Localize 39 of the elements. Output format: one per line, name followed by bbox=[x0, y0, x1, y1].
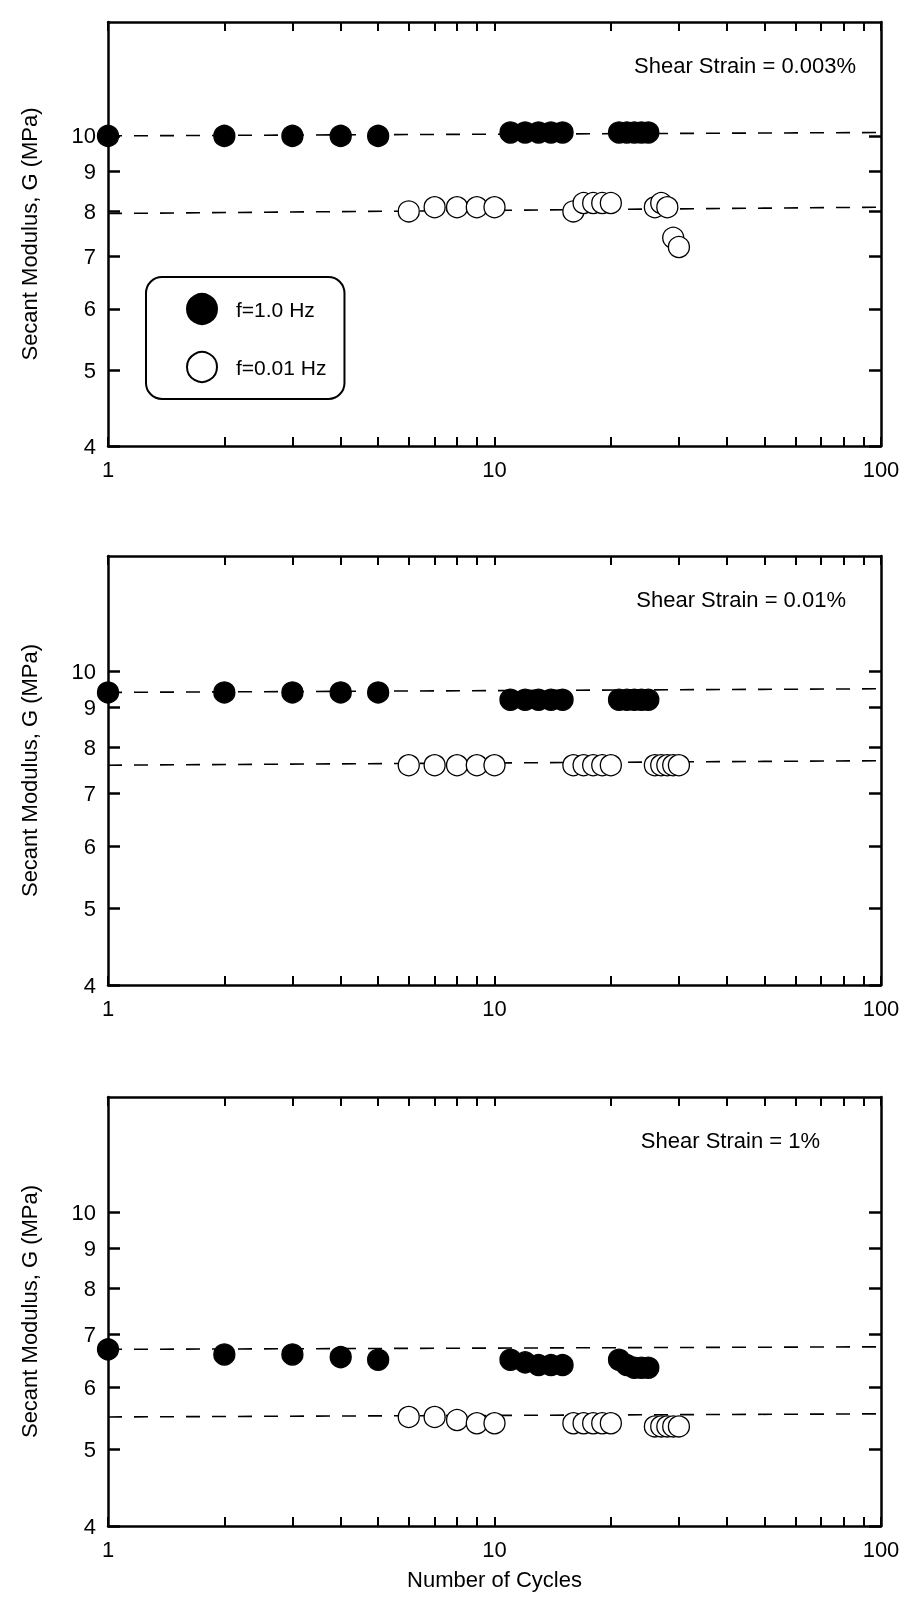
x-tick-label: 10 bbox=[482, 995, 507, 1021]
y-tick-label: 8 bbox=[83, 1276, 96, 1302]
x-tick-label: 10 bbox=[482, 1536, 507, 1562]
y-tick-label: 10 bbox=[71, 1199, 96, 1225]
annotation: Shear Strain = 0.01% bbox=[636, 586, 847, 612]
y-tick-label: 9 bbox=[83, 159, 96, 185]
x-tick-label: 100 bbox=[862, 995, 900, 1021]
y-tick-label: 5 bbox=[83, 896, 96, 922]
x-tick-label: 1 bbox=[101, 1536, 115, 1562]
y-axis-title: Secant Modulus, G (MPa) bbox=[16, 643, 42, 898]
x-tick-label: 10 bbox=[482, 456, 507, 482]
y-tick-label: 7 bbox=[83, 244, 96, 270]
y-tick-label: 4 bbox=[83, 1513, 96, 1539]
x-axis-title: Number of Cycles bbox=[407, 1566, 582, 1592]
y-tick-label: 8 bbox=[83, 735, 96, 761]
y-tick-label: 10 bbox=[71, 658, 96, 684]
legend-label: f=1.0 Hz bbox=[236, 297, 315, 321]
y-tick-label: 4 bbox=[83, 433, 96, 459]
y-tick-label: 6 bbox=[83, 833, 96, 859]
y-tick-label: 5 bbox=[83, 357, 96, 383]
y-tick-label: 6 bbox=[83, 1374, 96, 1400]
y-tick-label: 4 bbox=[83, 972, 96, 998]
y-tick-label: 9 bbox=[83, 694, 96, 720]
y-tick-label: 7 bbox=[83, 780, 96, 806]
y-tick-label: 10 bbox=[71, 123, 96, 149]
annotation: Shear Strain = 1% bbox=[640, 1127, 821, 1153]
y-axis-title: Secant Modulus, G (MPa) bbox=[16, 1184, 42, 1439]
y-tick-label: 9 bbox=[83, 1235, 96, 1261]
annotation: Shear Strain = 0.003% bbox=[634, 52, 857, 78]
x-tick-label: 1 bbox=[101, 456, 115, 482]
y-tick-label: 7 bbox=[83, 1321, 96, 1347]
x-tick-label: 100 bbox=[862, 1536, 900, 1562]
y-tick-label: 8 bbox=[83, 198, 96, 224]
y-tick-label: 6 bbox=[83, 296, 96, 322]
x-tick-label: 1 bbox=[101, 995, 115, 1021]
legend-label: f=0.01 Hz bbox=[236, 355, 327, 379]
y-axis-title: Secant Modulus, G (MPa) bbox=[16, 107, 42, 361]
x-tick-label: 100 bbox=[862, 456, 900, 482]
y-tick-label: 5 bbox=[83, 1437, 96, 1463]
